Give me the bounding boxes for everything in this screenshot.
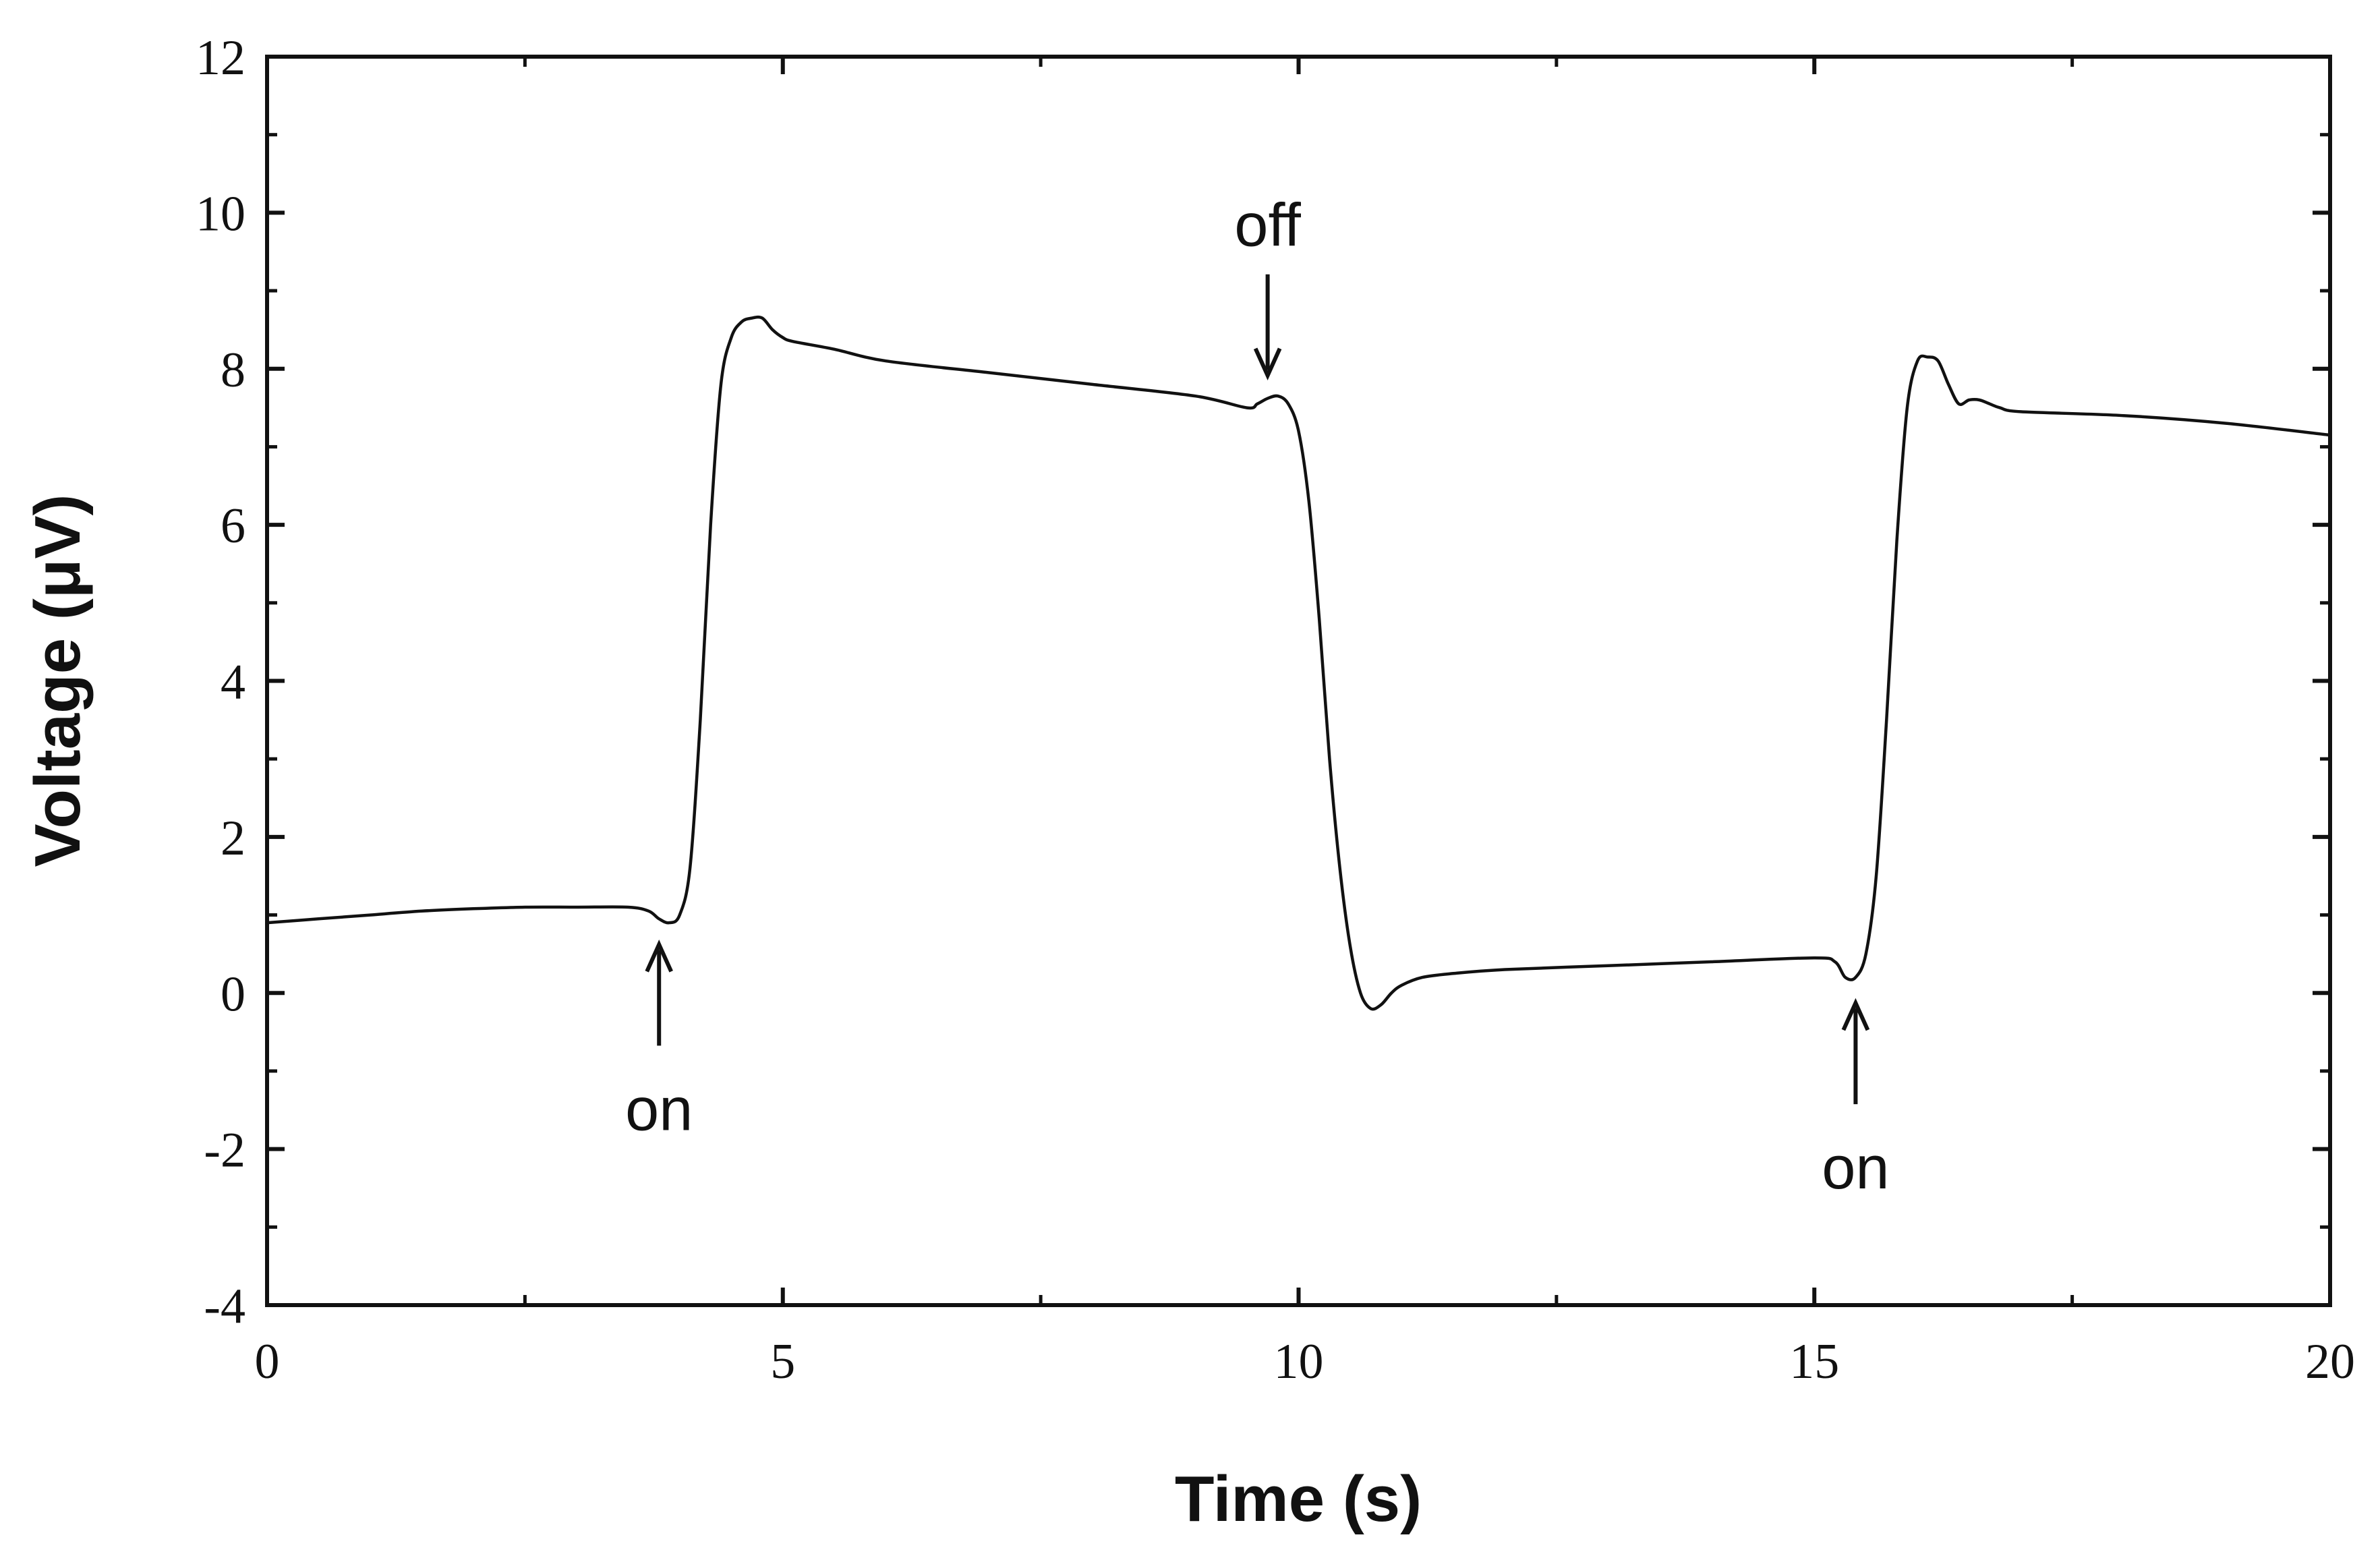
annotation-label: on	[625, 1076, 693, 1143]
y-tick-label: 12	[196, 30, 245, 86]
x-tick-label: 5	[770, 1334, 795, 1389]
y-tick-label: 0	[221, 967, 245, 1022]
annotation-on: on	[1822, 998, 1889, 1202]
annotation-on: on	[625, 940, 693, 1143]
y-tick-label: 2	[221, 811, 245, 866]
x-tick-label: 20	[2305, 1334, 2355, 1389]
x-tick-label: 15	[1789, 1334, 1839, 1389]
y-tick-label: 8	[221, 343, 245, 398]
x-tick-label: 0	[255, 1334, 280, 1389]
annotation-arrow-head	[645, 940, 673, 973]
annotation-arrow-head	[1253, 347, 1282, 381]
y-tick-label: 4	[221, 655, 245, 710]
y-axis-title: Voltage (μV)	[22, 494, 94, 867]
y-tick-label: -2	[204, 1123, 245, 1178]
x-tick-label: 10	[1274, 1334, 1324, 1389]
x-axis: 0 5 10 15 20	[255, 57, 2355, 1389]
y-axis: -4 -2 0 2 4 6 8 10 12	[196, 30, 2330, 1334]
y-tick-label: 6	[221, 498, 245, 554]
annotation-off: off	[1234, 192, 1302, 381]
annotation-label: on	[1822, 1134, 1889, 1202]
annotation-label: off	[1234, 192, 1301, 260]
voltage-series-line	[266, 315, 2331, 1011]
x-axis-title: Time (s)	[1175, 1463, 1422, 1535]
annotation-arrow-head	[1841, 998, 1870, 1031]
y-tick-label: -4	[204, 1279, 245, 1334]
y-tick-label: 10	[196, 186, 245, 241]
annotation-layer: on off on	[625, 192, 1889, 1202]
series-layer	[266, 315, 2331, 1011]
